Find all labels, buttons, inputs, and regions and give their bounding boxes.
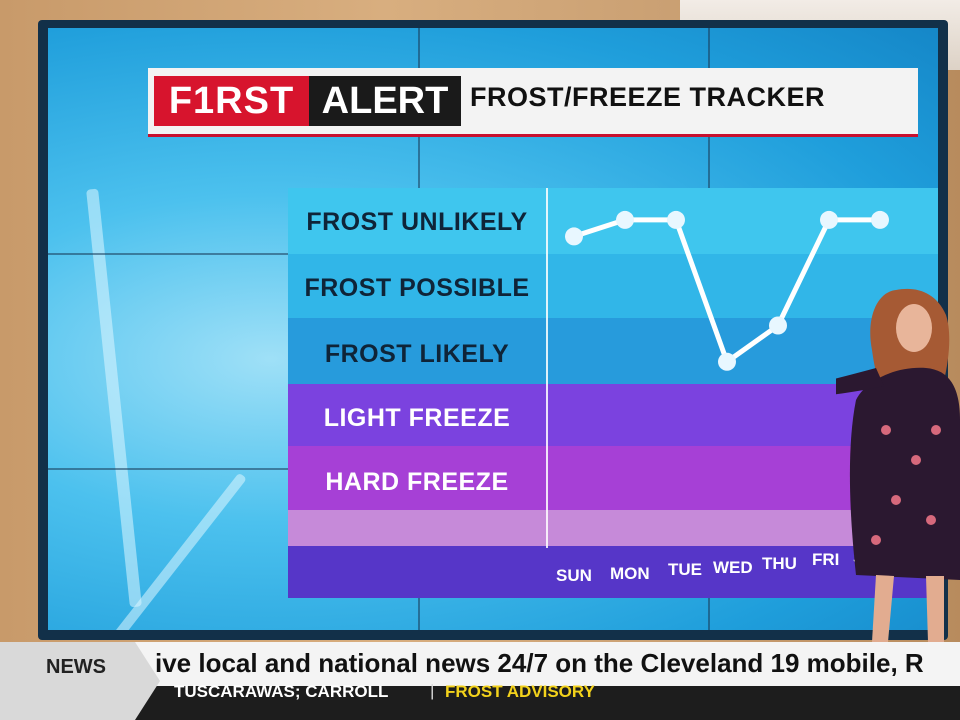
day-label-thu: THU — [762, 554, 797, 573]
day-label-tue: TUE — [668, 560, 702, 579]
ticker-separator: | — [430, 681, 435, 700]
frosted-branch — [79, 472, 247, 630]
news-tag-label: NEWS — [46, 656, 106, 678]
band-light-freeze — [288, 384, 938, 446]
first-alert-logo-alert: ALERT — [309, 76, 461, 126]
news-tag-badge — [0, 642, 160, 720]
day-label-fri: FRI — [812, 550, 840, 569]
day-label-wed: WED — [713, 558, 753, 577]
video-wall-display: F1RST ALERT FROST/FREEZE TRACKER FROST U… — [48, 28, 938, 630]
band-days — [288, 546, 938, 598]
level-label-frost-possible: FROST POSSIBLE — [304, 274, 530, 302]
graphic-title: FROST/FREEZE TRACKER — [470, 82, 826, 112]
band-hard-freeze — [288, 446, 938, 510]
news-crawl-text: ive local and national news 24/7 on the … — [155, 648, 924, 678]
level-label-light-freeze: LIGHT FREEZE — [323, 404, 511, 432]
trend-point-sun — [565, 227, 583, 246]
graphic-header: F1RST ALERT FROST/FREEZE TRACKER — [148, 68, 918, 137]
band-bottom-light — [288, 510, 938, 546]
meteorologist — [776, 280, 960, 642]
trend-polyline — [573, 217, 880, 365]
day-label-mon: MON — [610, 564, 650, 583]
day-label-sun: SUN — [556, 566, 592, 585]
ticker-alert-type: FROST ADVISORY — [445, 682, 595, 701]
band-frost-possible — [288, 254, 938, 318]
meteorologist-figure — [776, 288, 960, 642]
level-label-hard-freeze: HARD FREEZE — [325, 468, 509, 496]
trend-point-wed — [718, 352, 736, 371]
video-wall: F1RST ALERT FROST/FREEZE TRACKER FROST U… — [38, 20, 948, 640]
ticker-counties: TUSCARAWAS; CARROLL — [174, 682, 389, 701]
band-frost-likely — [288, 318, 938, 384]
level-label-frost-likely: FROST LIKELY — [324, 340, 510, 368]
trend-point-thu — [769, 316, 787, 335]
trend-point-mon — [616, 210, 634, 229]
first-alert-logo-first: F1RST — [154, 76, 309, 126]
news-ticker — [0, 642, 960, 720]
forecast-trend-line — [546, 188, 889, 548]
frost-freeze-chart: FROST UNLIKELY FROST POSSIBLE FROST LIKE… — [288, 188, 938, 628]
level-label-frost-unlikely: FROST UNLIKELY — [306, 208, 528, 236]
frosted-branch — [86, 188, 142, 608]
trend-point-fri — [820, 210, 838, 229]
trend-point-tue — [667, 210, 685, 229]
news-ticker-crawl-strip — [0, 642, 960, 686]
trend-point-sat — [871, 210, 889, 229]
